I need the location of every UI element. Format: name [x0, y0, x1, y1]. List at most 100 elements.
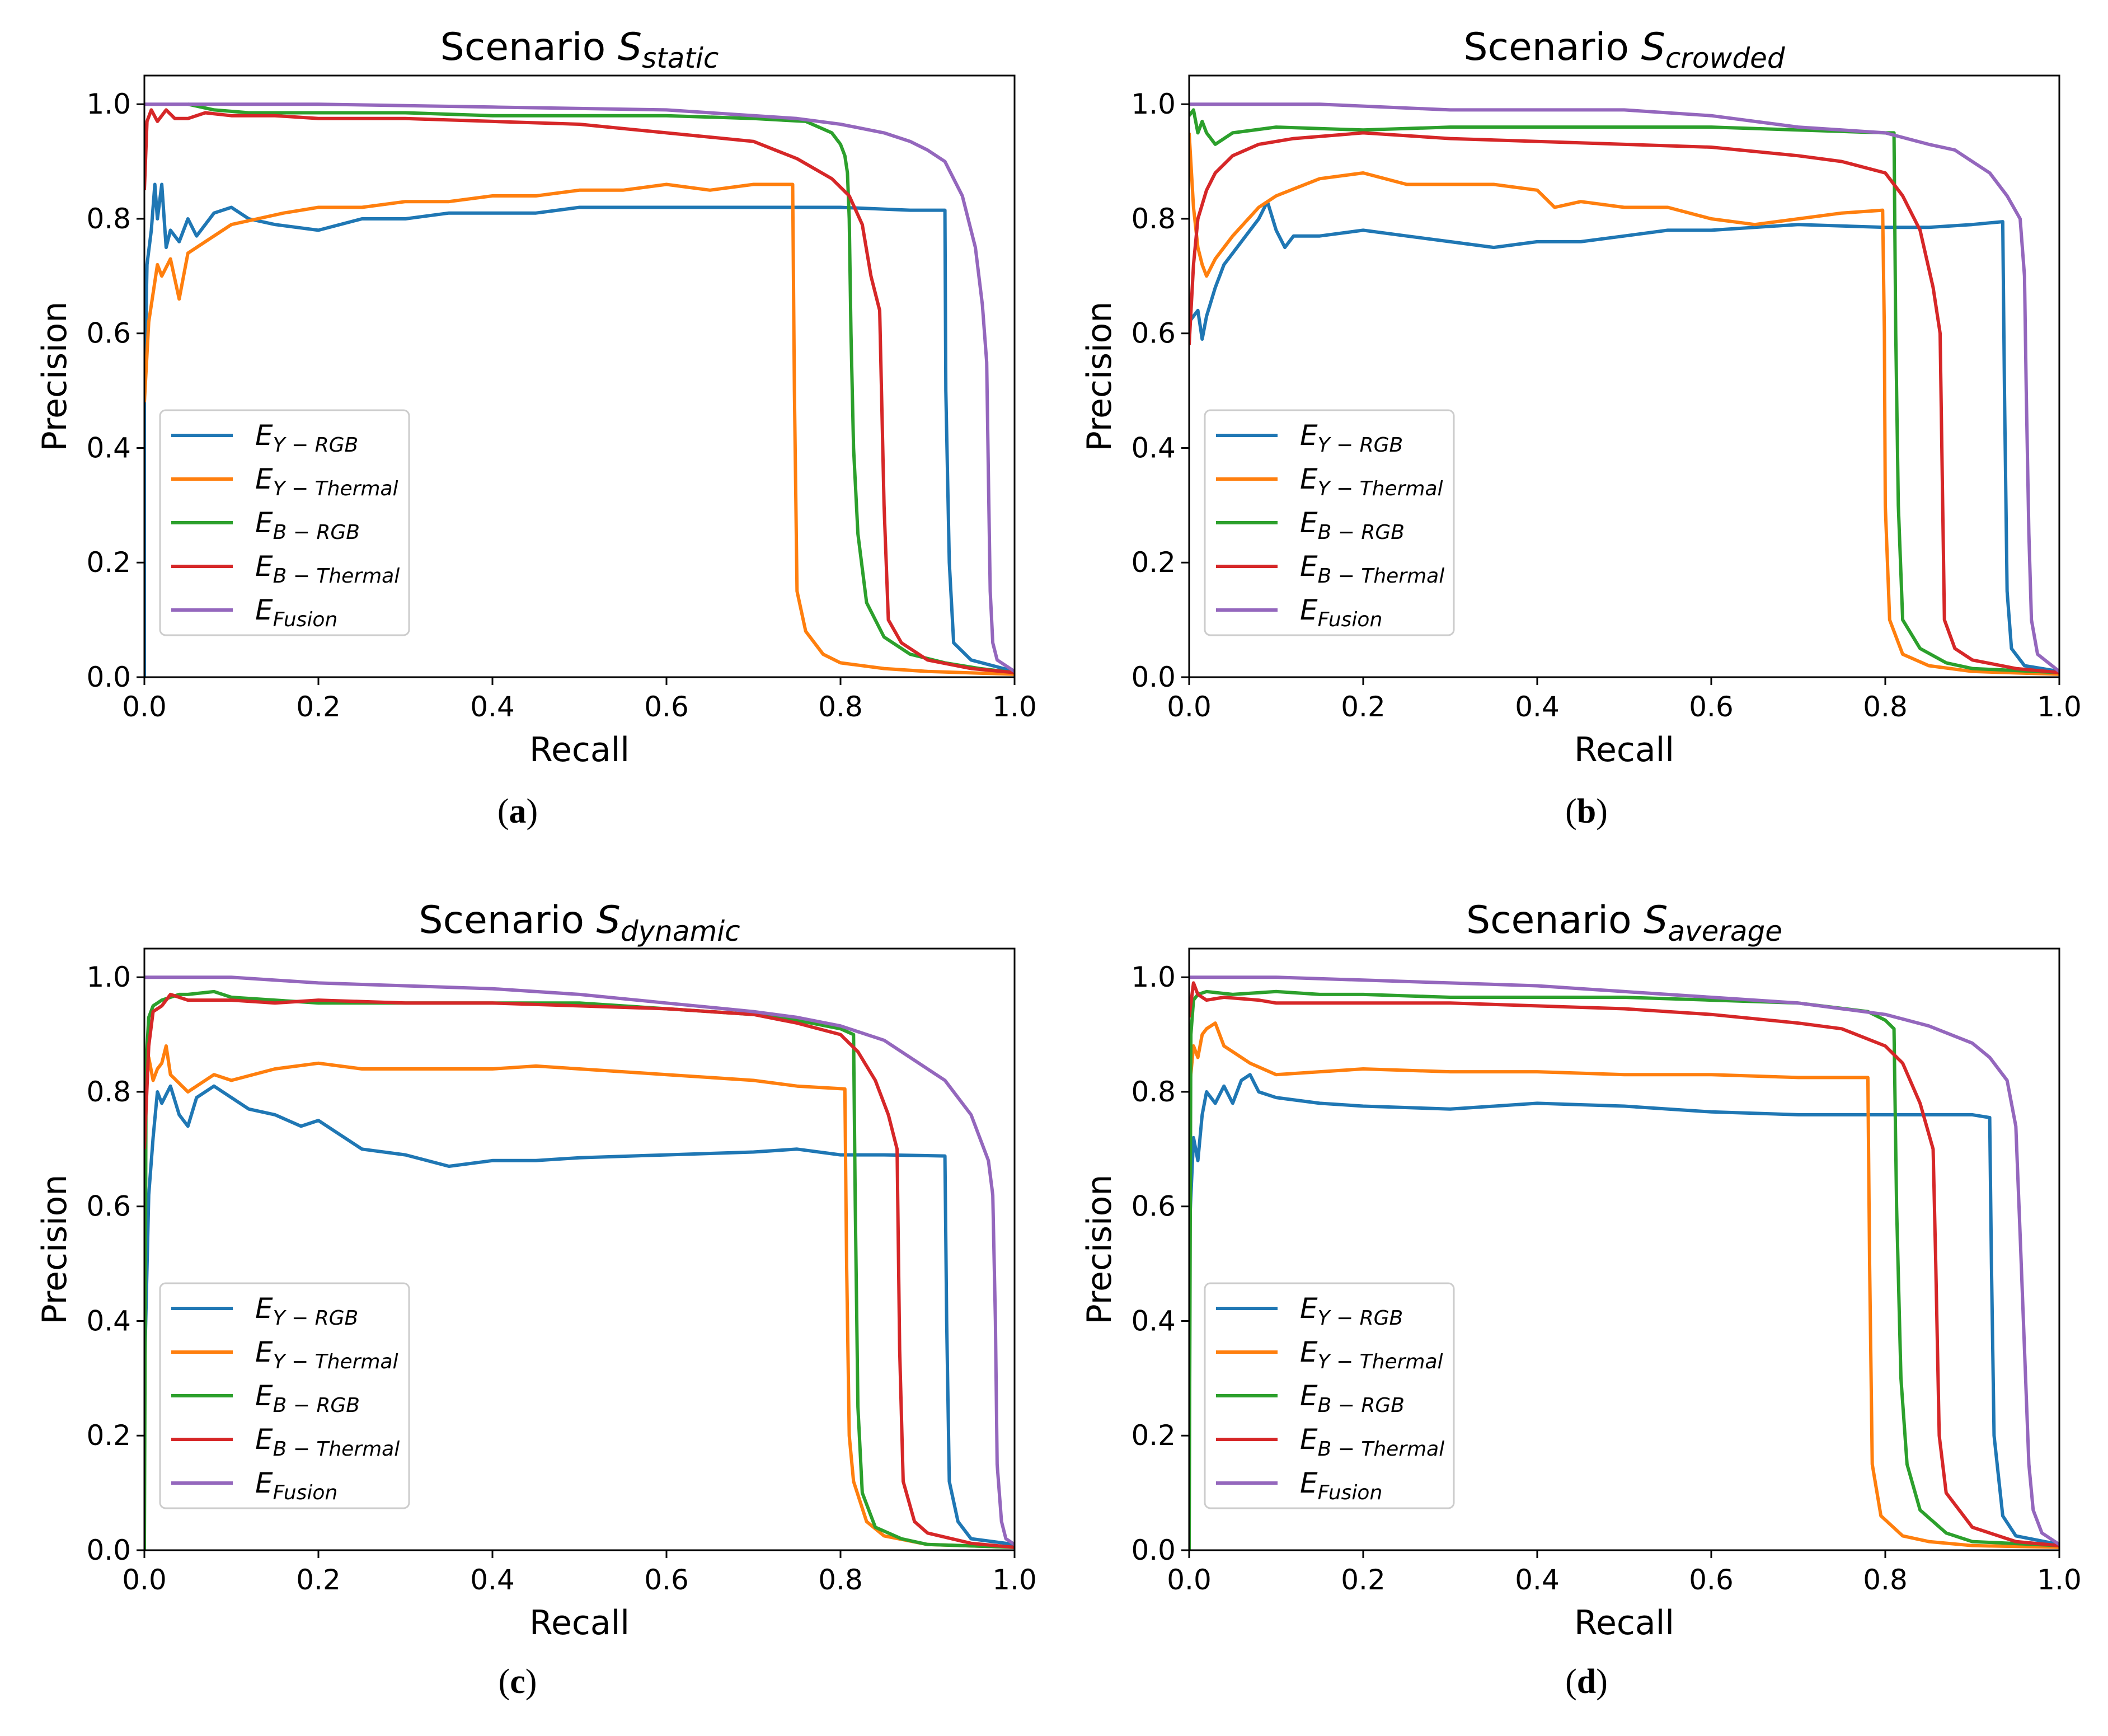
legend-label: EY − RGB — [1300, 419, 1403, 457]
x-tick-label: 0.2 — [296, 691, 341, 723]
y-tick-label: 0.0 — [1131, 661, 1176, 693]
legend-label: EY − RGB — [255, 419, 358, 457]
x-tick-label: 0.2 — [1341, 691, 1386, 723]
series-line-e-b-rgb — [1189, 989, 2059, 1550]
y-axis-label: Precision — [1080, 1175, 1119, 1325]
x-tick-label: 0.8 — [1863, 1564, 1908, 1596]
legend-label: EY − RGB — [255, 1292, 358, 1330]
legend-label: EB − Thermal — [255, 1423, 400, 1461]
x-tick-label: 0.0 — [122, 1564, 167, 1596]
series-line-e-y-rgb — [144, 182, 1015, 677]
series-line-e-fusion — [144, 102, 1015, 673]
y-tick-label: 0.0 — [86, 661, 131, 693]
y-tick-label: 1.0 — [86, 961, 131, 993]
series-group — [1189, 102, 2059, 676]
legend-box — [159, 1282, 410, 1509]
caption-a: (a) — [497, 792, 538, 831]
y-axis-label: Precision — [35, 302, 74, 452]
series-line-e-y-rgb — [1189, 200, 2059, 673]
legend-box — [1204, 1282, 1455, 1509]
x-tick-label: 0.4 — [470, 691, 515, 723]
y-tick-label: 1.0 — [1131, 88, 1176, 120]
x-tick-label: 0.8 — [818, 1564, 863, 1596]
legend-label: EY − RGB — [1300, 1292, 1403, 1330]
legend: EY − RGB EY − Thermal EB − RGB EB − Thermal… — [1204, 409, 1455, 636]
chart-title: Scenario Saverage — [1466, 898, 1782, 947]
y-tick-label: 0.2 — [86, 1419, 131, 1452]
y-axis-label: Precision — [35, 1175, 74, 1325]
plot-frame — [1188, 947, 2060, 1551]
y-tick-label: 0.2 — [1131, 1419, 1176, 1452]
y-tick-label: 1.0 — [1131, 961, 1176, 993]
y-tick-label: 0.8 — [86, 1076, 131, 1108]
y-tick-label: 0.4 — [1131, 1305, 1176, 1337]
legend-label: EFusion — [255, 594, 337, 631]
chart-panel-b: Scenario Scrowded 0.0 0.2 0.4 0.6 0.8 1.0 0.0 0.… — [1080, 25, 2082, 770]
x-tick-label: 0.2 — [296, 1564, 341, 1596]
series-group — [144, 975, 1015, 1550]
x-tick-label: 0.0 — [1167, 1564, 1212, 1596]
legend-label: EB − Thermal — [255, 550, 400, 588]
series-line-e-b-thermal — [1189, 131, 2059, 674]
chart-panel-c: Scenario Sdynamic 0.0 0.2 0.4 0.6 0.8 1.0 0.0 0.… — [35, 898, 1037, 1643]
legend-label: EB − RGB — [255, 1380, 360, 1417]
y-tick-label: 0.8 — [1131, 203, 1176, 235]
legend-label: EY − Thermal — [1300, 463, 1443, 500]
y-tick-label: 0.4 — [86, 431, 131, 464]
legend-label: EFusion — [255, 1467, 337, 1504]
y-tick-label: 0.6 — [86, 1190, 131, 1223]
y-tick-label: 0.8 — [86, 203, 131, 235]
y-tick-label: 0.6 — [1131, 317, 1176, 350]
y-tick-label: 0.6 — [86, 317, 131, 350]
y-axis-label: Precision — [1080, 302, 1119, 452]
x-tick-label: 1.0 — [992, 1564, 1037, 1596]
y-tick-label: 0.2 — [86, 546, 131, 579]
y-tick-label: 0.6 — [1131, 1190, 1176, 1223]
chart-title: Scenario Sdynamic — [419, 898, 740, 947]
plot-frame — [143, 74, 1016, 678]
x-axis-label: Recall — [529, 730, 630, 770]
series-line-e-y-rgb — [1189, 1073, 2059, 1546]
y-tick-label: 0.8 — [1131, 1076, 1176, 1108]
legend: EY − RGB EY − Thermal EB − RGB EB − Thermal… — [1204, 1282, 1455, 1509]
chart-title: Scenario Sstatic — [440, 25, 719, 74]
series-line-e-y-rgb — [144, 1084, 1015, 1546]
series-line-e-fusion — [1189, 975, 2059, 1546]
x-tick-label: 0.8 — [818, 691, 863, 723]
series-group — [1189, 975, 2059, 1550]
series-group — [144, 102, 1015, 677]
caption-b: (b) — [1565, 792, 1608, 831]
x-tick-label: 0.4 — [1515, 691, 1560, 723]
series-line-e-b-thermal — [144, 992, 1015, 1549]
x-tick-label: 0.0 — [1167, 691, 1212, 723]
series-line-e-y-thermal — [1189, 1021, 2059, 1549]
y-tick-label: 0.4 — [86, 1305, 131, 1337]
legend-label: EY − Thermal — [255, 1336, 398, 1373]
legend-label: EB − Thermal — [1300, 1423, 1444, 1461]
x-tick-label: 0.4 — [1515, 1564, 1560, 1596]
legend-label: EY − Thermal — [255, 463, 398, 500]
x-tick-label: 0.6 — [644, 691, 689, 723]
series-line-e-b-rgb — [1189, 108, 2059, 674]
x-axis-label: Recall — [1574, 730, 1674, 770]
x-tick-label: 0.8 — [1863, 691, 1908, 723]
x-tick-label: 1.0 — [992, 691, 1037, 723]
plot-frame — [143, 947, 1016, 1551]
x-tick-label: 0.6 — [1689, 1564, 1734, 1596]
series-line-e-b-rgb — [187, 102, 1015, 674]
x-tick-label: 0.2 — [1341, 1564, 1386, 1596]
caption-c: (c) — [498, 1663, 537, 1701]
x-axis-label: Recall — [1574, 1603, 1674, 1643]
legend-label: EB − RGB — [255, 506, 360, 544]
legend-label: EB − RGB — [1300, 1380, 1405, 1417]
y-tick-label: 1.0 — [86, 88, 131, 120]
legend-label: EY − Thermal — [1300, 1336, 1443, 1373]
series-line-e-b-thermal — [1189, 981, 2059, 1547]
chart-title: Scenario Scrowded — [1463, 25, 1785, 74]
caption-d: (d) — [1565, 1663, 1608, 1701]
y-tick-label: 0.0 — [1131, 1534, 1176, 1566]
x-tick-label: 0.4 — [470, 1564, 515, 1596]
legend-label: EFusion — [1300, 1467, 1382, 1504]
